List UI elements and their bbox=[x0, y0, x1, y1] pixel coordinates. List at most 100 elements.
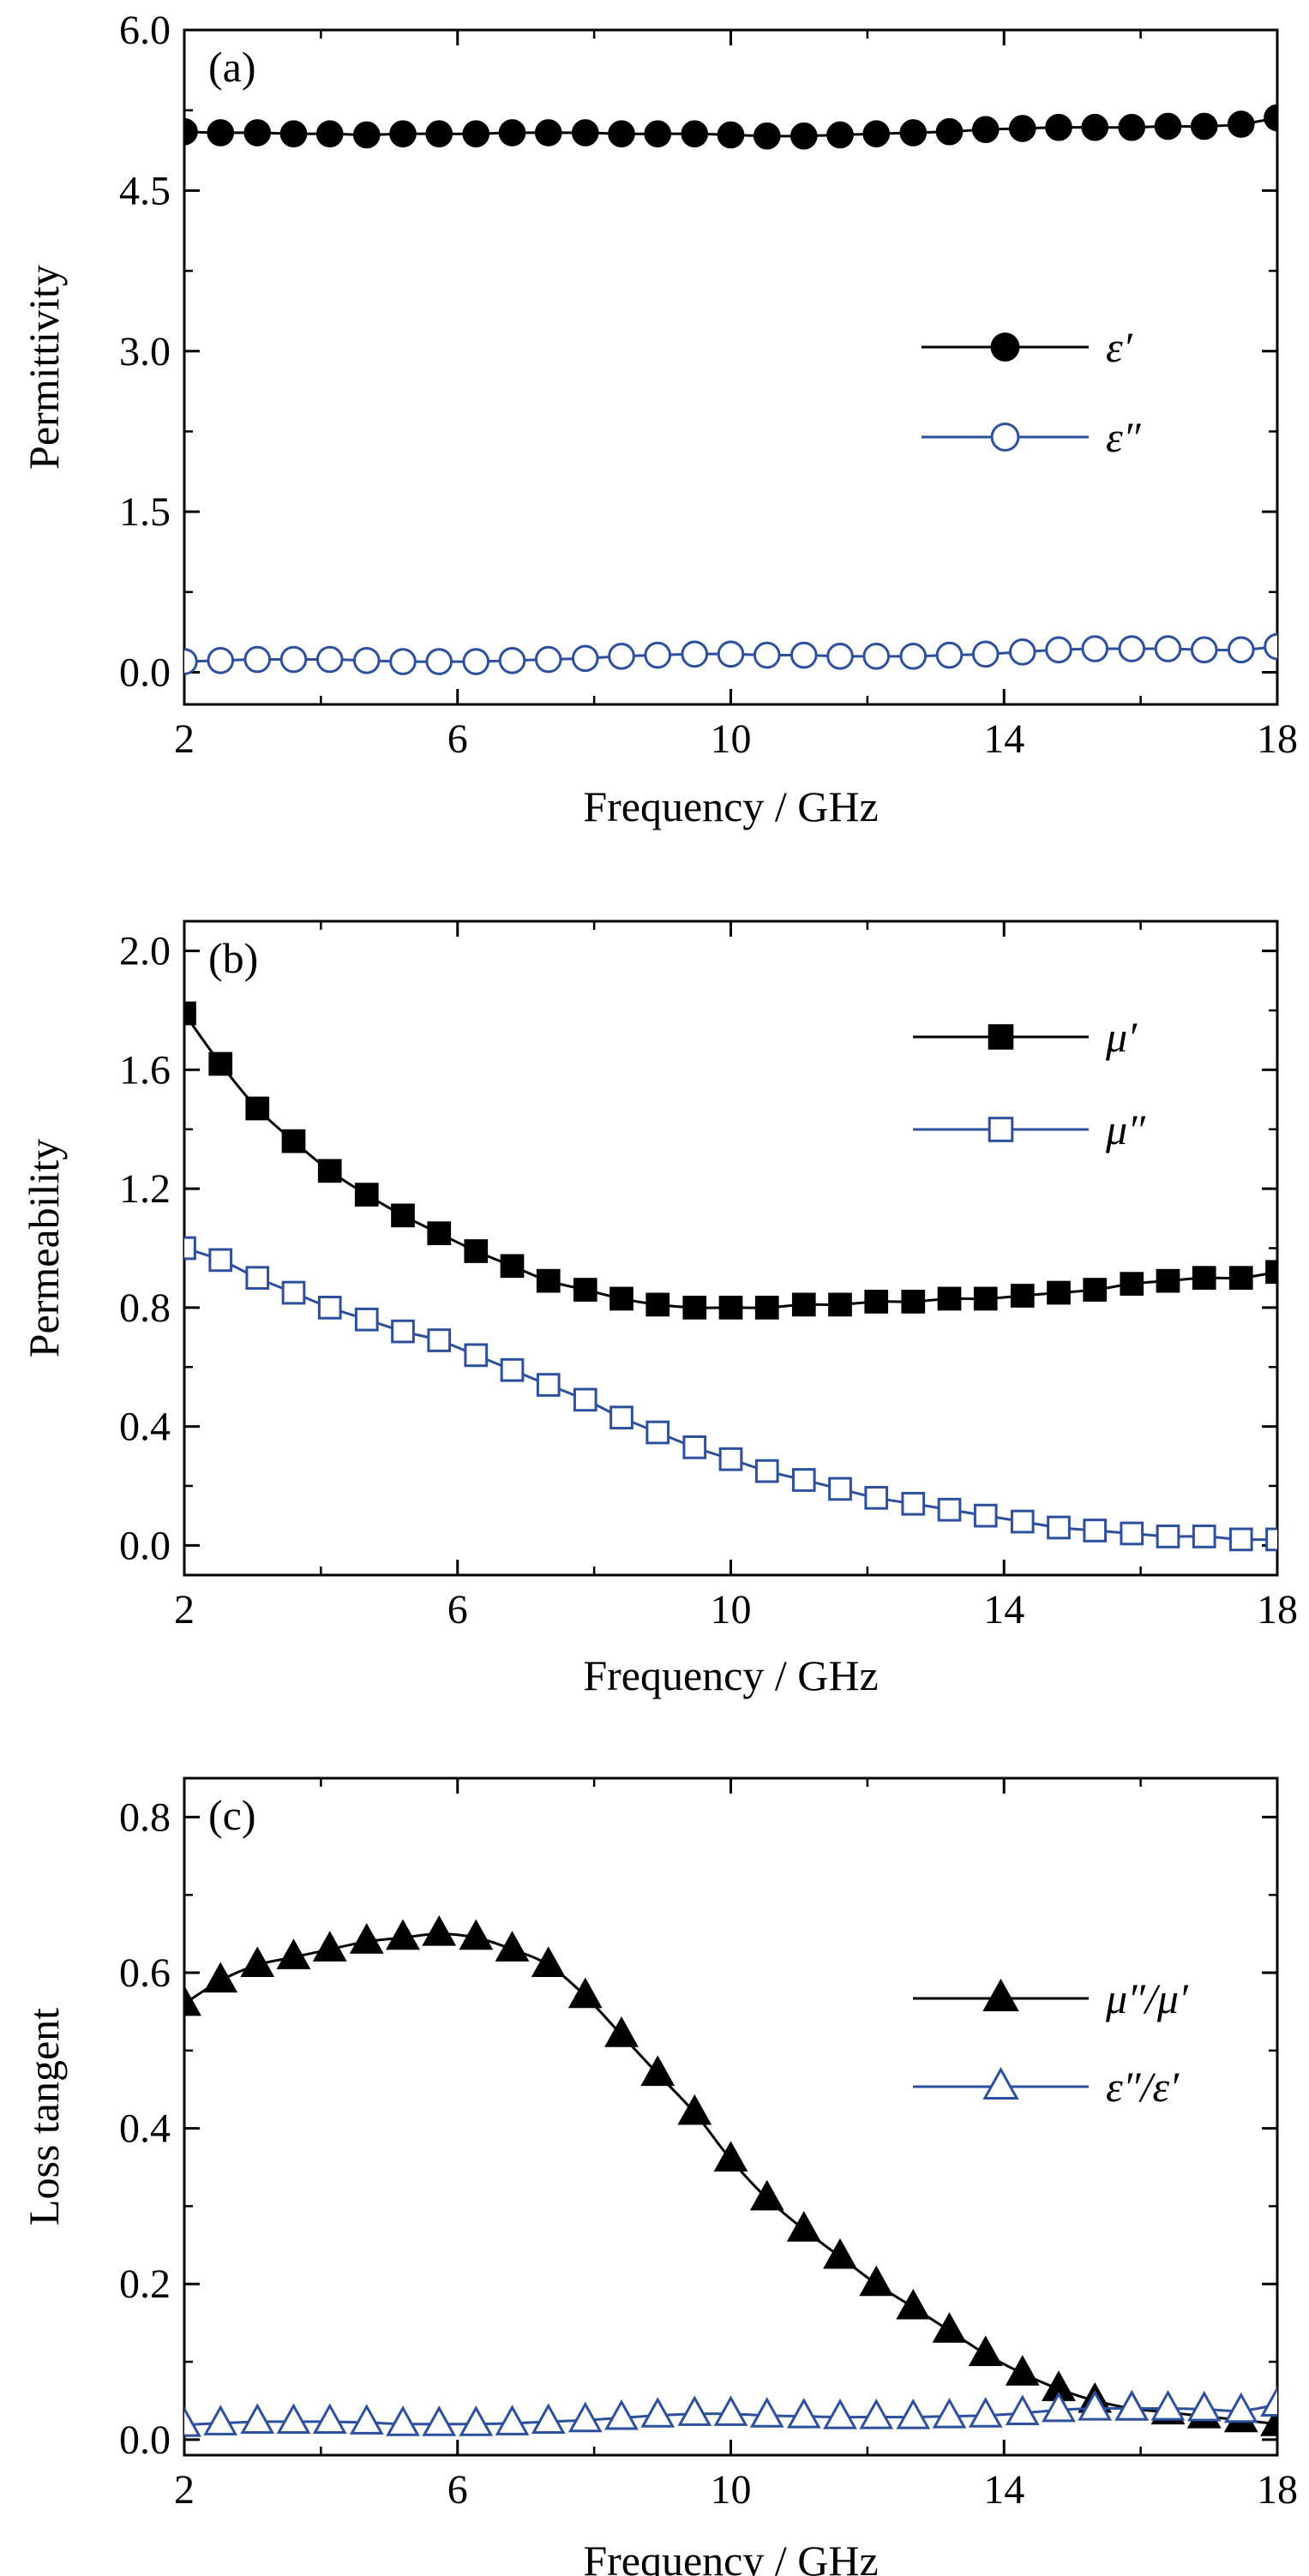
data-point bbox=[240, 1946, 275, 1977]
data-point bbox=[753, 122, 781, 150]
data-point bbox=[1118, 635, 1146, 662]
data-point bbox=[279, 120, 308, 147]
data-point bbox=[386, 2405, 420, 2436]
data-point bbox=[1120, 1272, 1144, 1296]
data-point bbox=[184, 1001, 196, 1026]
data-point bbox=[786, 2211, 821, 2242]
series-0 bbox=[184, 104, 1277, 150]
y-tick-label: 0.0 bbox=[119, 1523, 171, 1568]
data-point bbox=[425, 648, 453, 675]
x-axis-label: Frequency / GHz bbox=[583, 2537, 878, 2576]
data-point bbox=[422, 2405, 457, 2436]
data-point bbox=[427, 1221, 452, 1246]
data-point bbox=[609, 1405, 633, 1430]
data-point bbox=[354, 1183, 379, 1207]
data-point bbox=[859, 2398, 894, 2429]
data-point bbox=[644, 641, 672, 669]
data-point bbox=[791, 1468, 816, 1492]
data-point bbox=[713, 2141, 748, 2172]
data-point bbox=[1081, 635, 1109, 662]
data-point bbox=[203, 1962, 238, 1993]
series-line bbox=[184, 1247, 1277, 1542]
data-point bbox=[973, 1503, 998, 1528]
chart-panel-2: 2 6 10 14 18 0.0 0.2 0.4 0.6 0.8 Frequency / GHz Lo… bbox=[20, 1776, 1298, 2576]
data-point bbox=[1078, 2389, 1113, 2421]
data-point bbox=[243, 119, 272, 147]
y-tick-label: 1.2 bbox=[119, 1166, 171, 1212]
data-point bbox=[754, 1296, 779, 1320]
data-point bbox=[498, 646, 526, 674]
data-point bbox=[240, 2403, 275, 2435]
data-point bbox=[1005, 2355, 1040, 2386]
data-point bbox=[1010, 1284, 1035, 1308]
legend-entry: ε′ bbox=[922, 323, 1133, 371]
x-axis-label: Frequency / GHz bbox=[583, 782, 878, 830]
data-point bbox=[573, 1387, 597, 1412]
data-point bbox=[317, 1159, 342, 1183]
data-point bbox=[713, 2395, 748, 2426]
data-point bbox=[968, 2335, 1003, 2367]
plot-frame bbox=[183, 1776, 1279, 2457]
data-point bbox=[677, 2395, 712, 2426]
y-tick-label: 4.5 bbox=[119, 168, 171, 213]
data-point bbox=[567, 2401, 603, 2433]
data-point bbox=[1190, 112, 1218, 141]
data-point bbox=[608, 120, 635, 147]
data-point bbox=[640, 2397, 676, 2428]
x-tick-label: 14 bbox=[983, 1587, 1024, 1632]
data-point bbox=[1010, 1509, 1035, 1534]
data-point bbox=[791, 1292, 816, 1317]
data-point bbox=[422, 1914, 457, 1946]
data-point bbox=[754, 1459, 779, 1483]
data-point bbox=[462, 648, 490, 675]
data-point bbox=[1265, 1527, 1277, 1552]
data-point bbox=[389, 120, 417, 147]
data-point bbox=[826, 121, 854, 149]
data-point bbox=[749, 2179, 784, 2211]
legend-entry: μ′ bbox=[913, 1013, 1138, 1061]
data-point bbox=[425, 120, 453, 147]
data-point bbox=[864, 1290, 889, 1314]
data-point bbox=[184, 648, 198, 675]
chart-panel-0: 2 6 10 14 18 0.0 1.5 3.0 4.5 6.0 Frequency / GHz Pe… bbox=[20, 8, 1298, 830]
data-point bbox=[281, 1280, 306, 1305]
data-point bbox=[531, 1946, 566, 1977]
y-tick-label: 0.0 bbox=[119, 2417, 171, 2463]
data-point bbox=[500, 1254, 525, 1279]
data-point bbox=[1120, 1521, 1144, 1546]
y-tick-label: 0.6 bbox=[119, 1950, 171, 1996]
data-point bbox=[1264, 632, 1277, 661]
data-point bbox=[973, 1286, 998, 1311]
x-tick-label: 6 bbox=[447, 716, 468, 762]
legend-label: μ″ bbox=[1105, 1105, 1146, 1153]
data-point bbox=[862, 120, 891, 147]
data-point bbox=[462, 120, 490, 147]
panel-tag: (c) bbox=[208, 1791, 256, 1839]
data-point bbox=[1265, 1260, 1277, 1285]
panel-tag: (b) bbox=[208, 934, 258, 982]
data-point bbox=[207, 119, 235, 147]
x-tick-label: 14 bbox=[983, 716, 1024, 762]
data-point bbox=[753, 641, 781, 669]
x-tick-label: 10 bbox=[711, 1587, 752, 1632]
series-0 bbox=[184, 1001, 1277, 1320]
data-point bbox=[245, 1096, 270, 1121]
series-0 bbox=[184, 1914, 1277, 2436]
data-point bbox=[459, 1919, 494, 1950]
x-tick-label: 6 bbox=[447, 1587, 468, 1632]
data-point bbox=[536, 1268, 561, 1293]
data-point bbox=[317, 1296, 342, 1320]
data-point bbox=[1083, 1519, 1108, 1543]
data-point bbox=[749, 2397, 784, 2428]
data-point bbox=[1083, 1278, 1108, 1302]
panel-tag: (a) bbox=[208, 43, 256, 91]
data-point bbox=[1260, 2386, 1277, 2417]
data-point bbox=[718, 1447, 743, 1471]
legend-label: ε″/ε′ bbox=[1106, 2063, 1180, 2111]
legend-entry: μ″ bbox=[913, 1105, 1146, 1153]
data-point bbox=[1047, 1515, 1071, 1540]
data-point bbox=[498, 119, 526, 147]
y-tick-label: 0.0 bbox=[119, 650, 171, 696]
data-point bbox=[1192, 1266, 1216, 1291]
